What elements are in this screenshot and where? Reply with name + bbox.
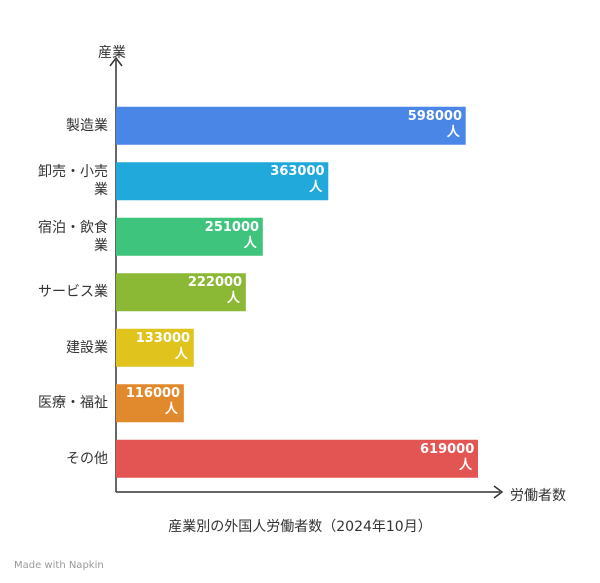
y-tick-label: 宿泊・飲食業 — [38, 219, 108, 254]
bar — [116, 217, 263, 256]
y-tick-label: 製造業 — [66, 117, 108, 134]
x-axis-label: 労働者数 — [510, 488, 566, 504]
y-tick-label: 建設業 — [66, 339, 108, 356]
y-axis-arrow — [109, 56, 123, 67]
y-tick-label: サービス業 — [38, 284, 108, 301]
y-tick-label: その他 — [66, 450, 108, 467]
value-label: 251000人 — [204, 219, 260, 251]
value-label: 598000人 — [407, 108, 462, 140]
y-tick-label: 卸売・小売業 — [38, 164, 108, 199]
y-axis-label: 産業 — [98, 45, 126, 61]
y-tick-label: 医療・福祉 — [38, 395, 108, 412]
bar — [116, 162, 329, 201]
bar — [116, 384, 184, 423]
bar — [116, 439, 478, 478]
value-label: 133000人 — [135, 330, 191, 362]
value-label: 116000人 — [125, 386, 181, 418]
bar — [116, 106, 466, 145]
footer: Made with Napkin — [14, 560, 104, 571]
value-label: 363000人 — [270, 164, 325, 196]
value-label: 222000人 — [187, 275, 243, 307]
bar — [116, 328, 194, 367]
bar — [116, 273, 246, 312]
x-axis-arrow — [493, 485, 504, 499]
chart-title: 産業別の外国人労働者数（2024年10月） — [168, 519, 432, 535]
value-label: 619000人 — [420, 441, 475, 473]
